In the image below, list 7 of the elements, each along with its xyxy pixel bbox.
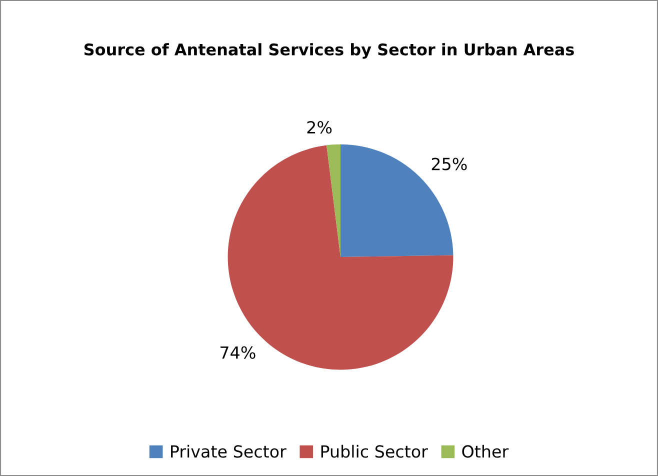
legend-label: Private Sector <box>171 444 286 458</box>
chart-title: Source of Antenatal Services by Sector in Urban Areas <box>84 43 574 59</box>
legend-label: Other <box>462 444 509 458</box>
legend-label: Public Sector <box>321 444 428 458</box>
data-label: 2% <box>307 121 332 134</box>
data-label: 25% <box>432 158 467 170</box>
data-label: 74% <box>220 346 256 359</box>
